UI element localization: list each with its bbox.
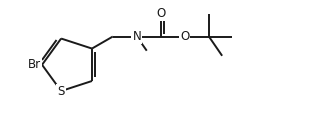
Text: S: S (57, 85, 65, 98)
Text: O: O (156, 7, 166, 20)
Text: O: O (180, 30, 190, 43)
Text: Br: Br (28, 58, 41, 71)
Text: N: N (133, 30, 141, 43)
